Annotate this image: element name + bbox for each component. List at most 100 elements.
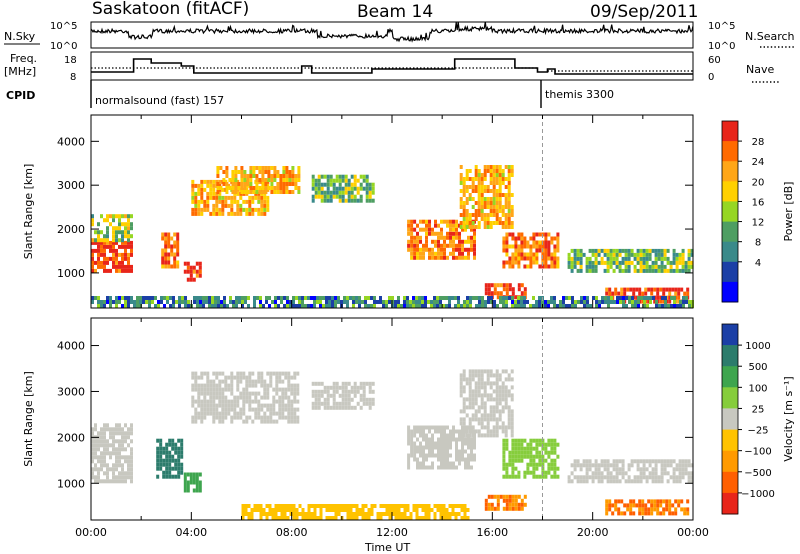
heatmap-cell (492, 417, 496, 422)
heatmap-cell (212, 415, 216, 420)
heatmap-cell (498, 377, 502, 382)
heatmap-cell (209, 211, 213, 216)
heatmap-cell (544, 232, 548, 237)
heatmap-cell (332, 194, 336, 199)
heatmap-cell (585, 467, 589, 472)
heatmap-cell (362, 381, 366, 386)
heatmap-cell (452, 465, 455, 470)
heatmap-cell (424, 300, 427, 304)
heatmap-cell (335, 178, 339, 183)
heatmap-cell (415, 304, 418, 308)
heatmap-cell (166, 296, 169, 300)
heatmap-cell (550, 446, 554, 451)
heatmap-cell (319, 504, 323, 508)
heatmap-cell (544, 236, 548, 241)
heatmap-cell (255, 178, 259, 182)
heatmap-cell (651, 459, 655, 464)
heatmap-cell (281, 403, 285, 408)
heatmap-cell (359, 405, 363, 410)
heatmap-cell (240, 170, 244, 174)
heatmap-cell (504, 405, 508, 410)
heatmap-cell (495, 173, 499, 177)
heatmap-cell (286, 296, 289, 300)
heatmap-cell (268, 304, 271, 308)
heatmap-cell (501, 409, 505, 414)
heatmap-cell (410, 223, 414, 228)
heatmap-cell (317, 389, 321, 394)
heatmap-cell (672, 471, 676, 476)
heatmap-cell (358, 296, 361, 300)
heatmap-cell (455, 223, 458, 228)
heatmap-cell (130, 214, 133, 219)
heatmap-cell (413, 255, 417, 260)
heatmap-cell (573, 264, 577, 269)
heatmap-cell (492, 201, 496, 205)
heatmap-cell (252, 190, 256, 194)
heatmap-cell (486, 213, 490, 217)
heatmap-cell (550, 252, 554, 257)
heatmap-cell (413, 433, 417, 438)
heatmap-cell (538, 462, 542, 467)
heatmap-cell (250, 508, 254, 512)
heatmap-cell (191, 419, 195, 424)
heatmap-cell (106, 230, 109, 235)
heatmap-cell (248, 399, 252, 404)
heatmap-cell (118, 479, 121, 484)
heatmap-cell (473, 243, 476, 248)
heatmap-cell (350, 190, 354, 195)
heatmap-cell (365, 401, 369, 406)
heatmap-cell (217, 296, 220, 300)
heatmap-cell (376, 300, 379, 304)
heatmap-cell (340, 300, 343, 304)
heatmap-cell (455, 227, 458, 232)
heatmap-cell (425, 445, 428, 450)
heatmap-cell (465, 197, 469, 201)
heatmap-cell (162, 474, 166, 479)
heatmap-cell (337, 508, 341, 512)
heatmap-cell (663, 471, 667, 476)
heatmap-cell (194, 183, 198, 188)
heatmap-cell (591, 475, 595, 480)
heatmap-cell (627, 479, 631, 484)
heatmap-cell (358, 508, 362, 512)
heatmap-cell (232, 304, 235, 308)
heatmap-cell (615, 459, 619, 464)
heatmap-cell (486, 225, 490, 229)
heatmap-cell (230, 375, 234, 380)
heatmap-cell (615, 463, 619, 468)
heatmap-cell (109, 431, 112, 436)
heatmap-cell (263, 383, 267, 388)
heatmap-cell (273, 178, 277, 182)
heatmap-cell (115, 230, 118, 235)
heatmap-cell (567, 264, 571, 269)
heatmap-cell (121, 234, 124, 239)
heatmap-cell (236, 411, 240, 416)
heatmap-cell (94, 248, 97, 253)
heatmap-cell (467, 453, 470, 458)
heatmap-cell (225, 182, 229, 186)
heatmap-cell (419, 465, 422, 470)
heatmap-cell (346, 512, 350, 516)
heatmap-cell (254, 399, 258, 404)
heatmap-cell (407, 227, 411, 232)
heatmap-cell (649, 296, 652, 300)
heatmap-cell (614, 507, 618, 512)
heatmap-cell (159, 442, 163, 447)
heatmap-cell (284, 387, 288, 392)
heatmap-cell (660, 248, 664, 253)
heatmap-cell (550, 296, 553, 300)
heatmap-cell (176, 248, 180, 253)
heatmap-cell (547, 244, 551, 249)
heatmap-cell (91, 222, 94, 227)
heatmap-cell (168, 474, 172, 479)
heatmap-cell (118, 296, 121, 300)
heatmap-cell (171, 438, 175, 443)
heatmap-cell (290, 375, 294, 380)
heatmap-cell (474, 165, 478, 169)
heatmap-cell (492, 409, 496, 414)
heatmap-cell (260, 415, 264, 420)
heatmap-cell (643, 300, 646, 304)
heatmap-cell (532, 240, 536, 245)
heatmap-cell (446, 231, 449, 236)
heatmap-cell (319, 508, 323, 512)
